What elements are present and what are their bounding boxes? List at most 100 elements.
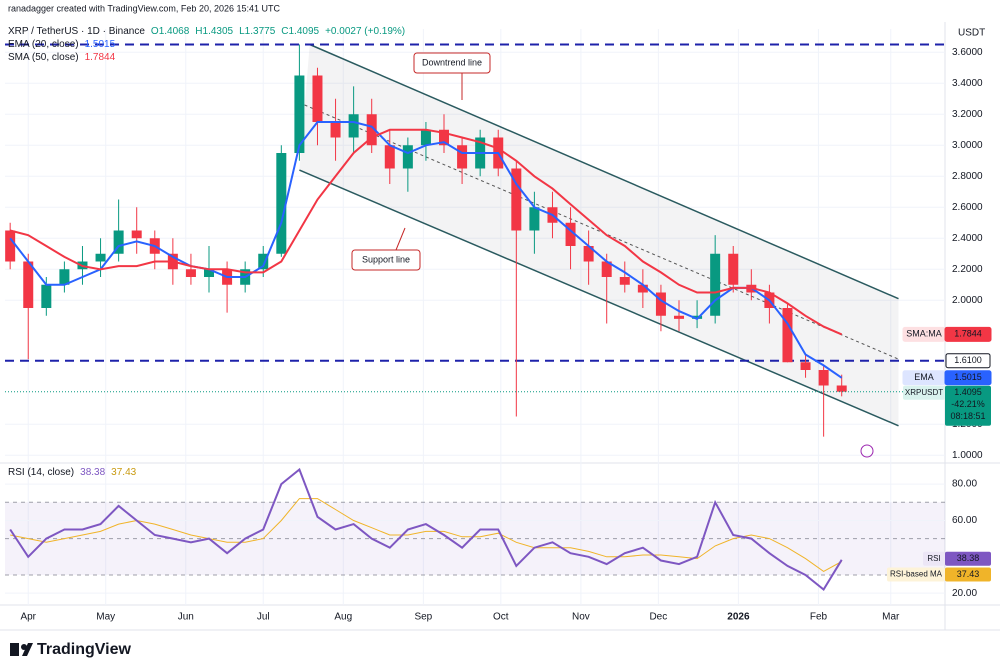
y-tick-label: 2.4000 (952, 233, 983, 244)
rsi-tag-name: RSI-based MA (890, 570, 943, 579)
ohlc-high: H1.4305 (195, 26, 233, 37)
x-tick-label: Dec (649, 612, 667, 623)
sma-name: SMA (50, close) (8, 52, 79, 63)
x-tick-label: 2026 (727, 612, 750, 623)
candle-body (185, 269, 196, 277)
y-tick-label: 3.0000 (952, 140, 983, 151)
candle-body (420, 129, 431, 146)
x-tick-label: Oct (493, 612, 509, 623)
candle-body (204, 269, 215, 277)
rsi-legend: RSI (14, close) 38.38 37.43 (8, 467, 137, 478)
last-tag-price: 1.4095 (954, 387, 982, 397)
channel-fill (299, 44, 899, 426)
candle-body (366, 114, 377, 146)
y-tick-label: 80.00 (952, 479, 977, 490)
level-tag-box (945, 353, 991, 369)
ohlc-open: O1.4068 (151, 26, 190, 37)
candle-body (565, 222, 576, 246)
series-line (9, 121, 843, 379)
rsi-tag-box (887, 567, 945, 582)
y-tick-label: 20.00 (952, 588, 977, 599)
rsi-tag-box (923, 551, 945, 566)
rsi-tag-value: 38.38 (957, 553, 980, 563)
x-tick-label: Jul (257, 612, 270, 623)
brand: TradingView (37, 641, 132, 658)
ohlc-change: +0.0027 (+0.19%) (325, 26, 405, 37)
x-tick-label: Feb (810, 612, 828, 623)
candle-body (59, 269, 70, 285)
candle-body (529, 207, 540, 231)
candle-body (710, 253, 721, 316)
candle-body (619, 277, 630, 285)
price-axis-bg (945, 22, 1000, 617)
candle-body (800, 362, 811, 370)
candle-body (457, 145, 468, 169)
x-tick-label: Apr (20, 612, 36, 623)
candle-body (583, 246, 594, 262)
rsi-title: RSI (14, close) (8, 467, 74, 478)
last-tag-change: -42.21% (951, 399, 985, 409)
series-line (9, 467, 843, 591)
y-tick-label: 60.00 (952, 515, 977, 526)
price-tag-text: SMA:MA (906, 329, 942, 339)
candle-body (294, 75, 305, 153)
last-tag-name: XRPUSDT (905, 388, 943, 397)
y-tick-label: 3.2000 (952, 109, 983, 120)
candle-body (728, 253, 739, 285)
candle-body (312, 75, 323, 122)
candle-body (818, 370, 829, 386)
trend-line (299, 169, 899, 427)
annotation-box (413, 52, 491, 74)
candle-body (41, 284, 52, 308)
candle-body (5, 230, 16, 262)
candle-body (95, 253, 106, 262)
y-tick-label: 3.6000 (952, 47, 983, 58)
y-tick-label: 2.8000 (952, 171, 983, 182)
y-tick-label: 2.2000 (952, 264, 983, 275)
ohlc-low: L1.3775 (239, 26, 276, 37)
candle-body (836, 385, 847, 392)
candle-body (601, 261, 612, 277)
annotation-text: Downtrend line (422, 57, 482, 67)
x-tick-label: Nov (572, 612, 590, 623)
last-tag-countdown: 08:18:51 (950, 411, 985, 421)
candle-body (692, 315, 703, 319)
candle-body (330, 122, 341, 138)
y-tick-label: 3.4000 (952, 78, 983, 89)
alert-icon (860, 444, 874, 458)
x-tick-label: Aug (334, 612, 352, 623)
x-tick-label: May (96, 612, 115, 623)
y-tick-label: 1.0000 (952, 450, 983, 461)
logo-mark (10, 643, 19, 656)
candle-body (655, 292, 666, 316)
rsi-tag-name: RSI (927, 554, 940, 563)
sma-legend: SMA (50, close) 1.7844 (8, 52, 116, 63)
candle-body (113, 230, 124, 254)
candle-body (131, 230, 142, 239)
candle-body (782, 308, 793, 363)
under-layer: 1.00001.20002.00002.20002.40002.60002.80… (0, 22, 1000, 631)
rsi-ma-value: 37.43 (111, 467, 136, 478)
ema-legend: EMA (20, close) 1.5015 (8, 39, 116, 50)
candle-body (276, 153, 287, 254)
candle-body (402, 145, 413, 169)
last-tag-box (903, 385, 945, 400)
rsi-value: 38.38 (80, 467, 105, 478)
candle-body (23, 261, 34, 308)
level-tag-text: 1.6100 (954, 355, 982, 365)
y-tick-label: 2.0000 (952, 295, 983, 306)
price-tag-box (944, 326, 992, 342)
series-line (10, 498, 842, 572)
x-tick-label: Sep (414, 612, 432, 623)
x-tick-label: Mar (882, 612, 900, 623)
currency: USDT (958, 28, 985, 39)
rsi-tag-value: 37.43 (957, 569, 980, 579)
rsi-tag-box (945, 567, 991, 582)
candle-body (384, 145, 395, 169)
price-tag-text: 1.5015 (954, 372, 982, 382)
logo: TradingView (10, 641, 132, 658)
annotation-arrow (395, 227, 406, 251)
candle-body (348, 114, 359, 138)
